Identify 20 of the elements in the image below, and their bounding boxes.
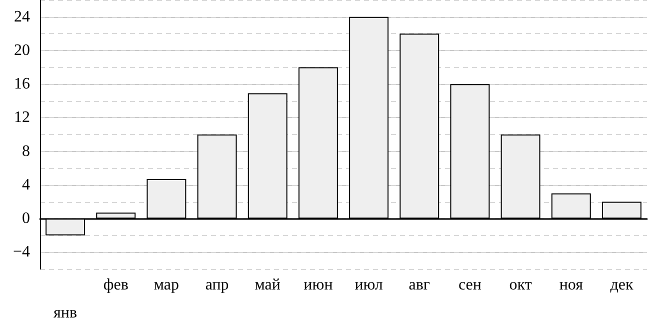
x-tick-label: май (254, 276, 281, 294)
x-tick-label: фев (103, 276, 129, 294)
y-tick-label: 0 (22, 210, 30, 228)
y-tick-label: −4 (12, 244, 30, 261)
y-tick-label: 20 (14, 42, 30, 59)
x-tick-label: июн (304, 276, 334, 294)
y-tick-label: 24 (14, 8, 30, 26)
x-tick-label: авг (408, 276, 430, 294)
x-tick-label: апр (205, 276, 229, 294)
y-tick-label: 16 (14, 76, 30, 93)
x-tick-label: сен (458, 276, 482, 294)
x-tick-label: мар (154, 276, 180, 294)
x-tick-label: янв (54, 304, 78, 321)
x-tick-label: июл (354, 276, 383, 294)
x-tick-label: ноя (559, 276, 584, 294)
x-tick-label: дек (610, 276, 634, 294)
x-tick-label: окт (509, 276, 532, 294)
y-tick-label: 12 (14, 109, 30, 126)
y-tick-label: 8 (22, 142, 30, 160)
y-tick-label: 4 (22, 176, 30, 194)
